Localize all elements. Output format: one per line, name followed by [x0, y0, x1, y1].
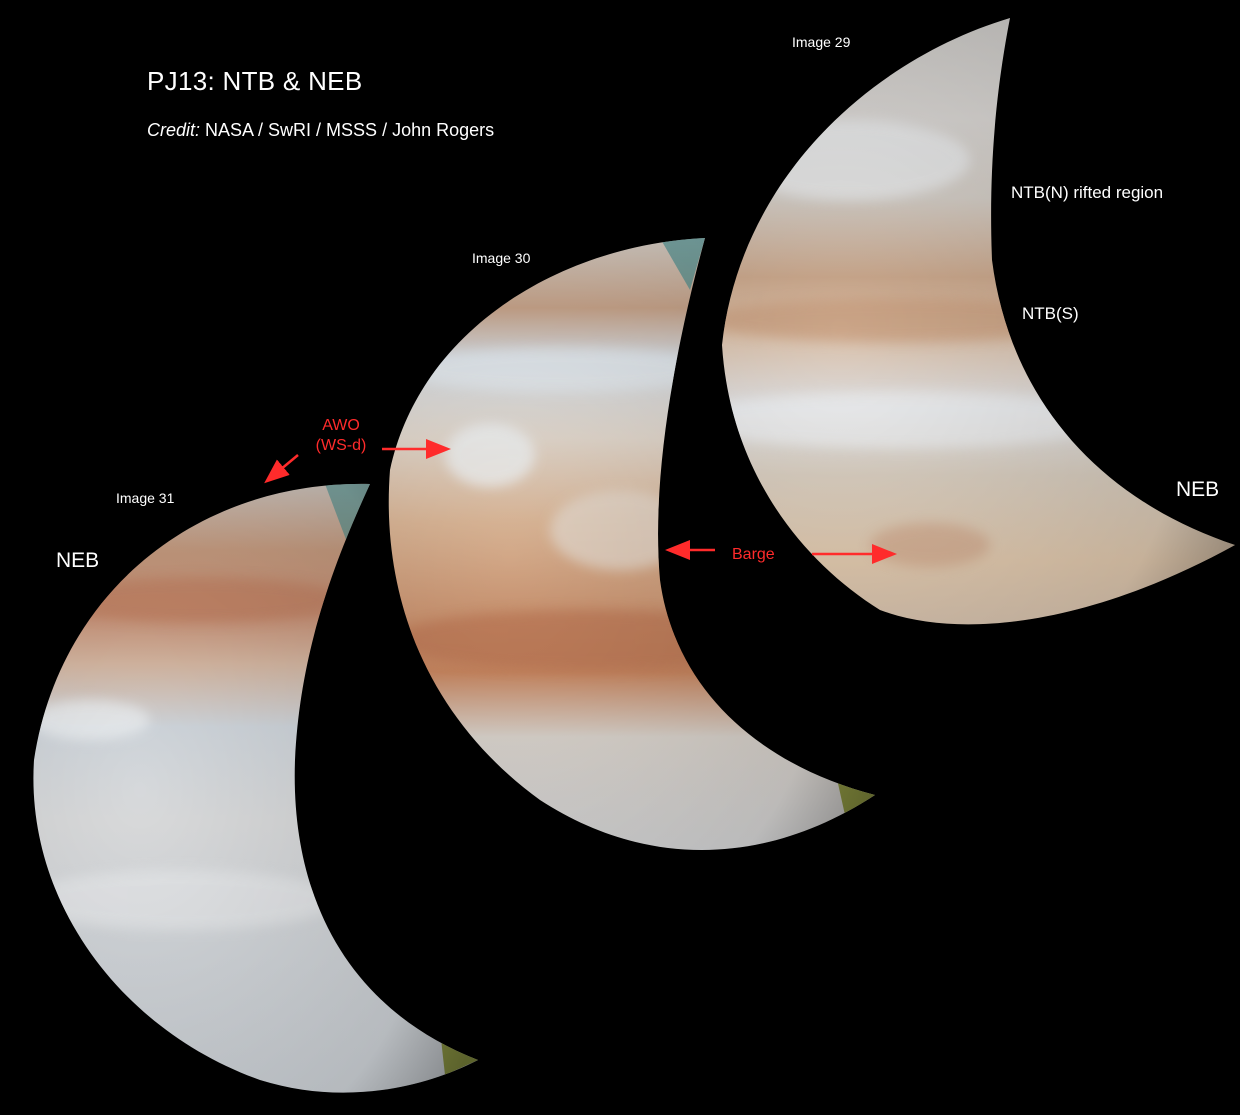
- credit-text: NASA / SwRI / MSSS / John Rogers: [200, 120, 495, 140]
- awo-arrow-left: [264, 454, 299, 484]
- ntb-s-label: NTB(S): [1022, 304, 1079, 323]
- awo-line1: AWO: [322, 417, 360, 434]
- neb-left-label: NEB: [56, 549, 100, 572]
- image-29-label: Image 29: [792, 34, 851, 50]
- barge-annotation: Barge: [732, 546, 775, 563]
- neb-right-label: NEB: [1176, 478, 1220, 501]
- image-30-label: Image 30: [472, 250, 531, 266]
- credit-prefix: Credit:: [147, 120, 201, 140]
- awo-annotation: AWO (WS-d): [305, 416, 377, 456]
- figure-title: PJ13: NTB & NEB: [147, 66, 363, 96]
- credit-line: Credit: NASA / SwRI / MSSS / John Rogers: [147, 120, 494, 141]
- image-31-label: Image 31: [116, 490, 175, 506]
- awo-line2: (WS-d): [315, 437, 367, 454]
- ntb-n-label: NTB(N) rifted region: [1011, 183, 1164, 202]
